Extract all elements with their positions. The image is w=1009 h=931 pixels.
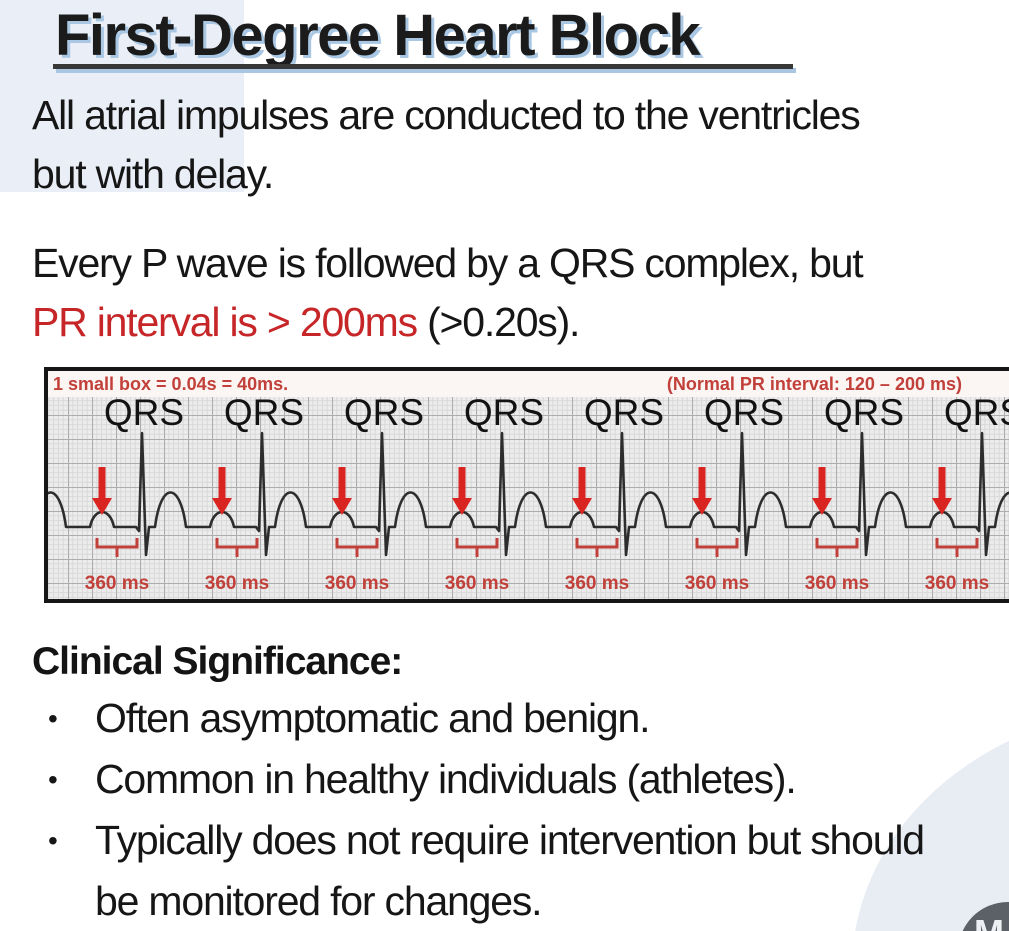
bullet-icon: • [48,703,58,734]
pr-interval-bracket [95,538,139,557]
background-accent-rect [0,0,244,192]
intro-line-1: All atrial impulses are conducted to the… [32,92,861,138]
pr-paragraph-tail: (>0.20s). [416,299,580,345]
qrs-label: QRS [704,392,784,433]
pr-interval-duration-label: 360 ms [805,573,869,594]
ecg-note-left: 1 small box = 0.04s = 40ms. [53,374,288,394]
ecg-grid [46,397,1009,599]
p-wave-arrow-icon [452,467,472,515]
p-wave-arrow-icon [92,467,112,515]
intro-line-2: but with delay. [32,151,274,197]
pr-interval-paragraph: Every P wave is followed by a QRS comple… [32,234,1009,352]
pr-interval-bracket [695,538,739,557]
clinical-list: • Often asymptomatic and benign. • Commo… [32,688,1009,931]
pr-paragraph-red-text: PR interval is > 200ms [32,299,418,345]
pr-interval-bracket [455,538,499,557]
list-item: • Typically does not require interventio… [32,810,1009,931]
badge-logo-glyph: M [974,912,1004,931]
clinical-significance-heading: Clinical Significance: [32,640,403,683]
bullet-text: Often asymptomatic and benign. [95,695,650,741]
pr-interval-bracket [935,538,979,557]
ecg-border [44,367,1009,603]
ecg-strip-image: 1 small box = 0.04s = 40ms. (Normal PR in… [44,367,1009,603]
p-wave-arrow-icon [332,467,352,515]
list-item: • Common in healthy individuals (athlete… [32,749,1009,810]
p-wave-arrow-icon [212,467,232,515]
intro-paragraph: All atrial impulses are conducted to the… [32,86,1009,204]
pr-interval-duration-label: 360 ms [925,573,989,594]
bullet-icon: • [48,764,58,795]
bullet-text: Typically does not require intervention … [95,817,925,924]
pr-interval-duration-label: 360 ms [325,573,389,594]
qrs-label: QRS [344,392,424,433]
p-wave-arrow-icon [572,467,592,515]
pr-interval-duration-label: 360 ms [85,573,149,594]
pr-interval-duration-label: 360 ms [445,573,509,594]
pr-interval-bracket [815,538,859,557]
bullet-icon: • [48,825,58,856]
qrs-label: QRS [104,392,184,433]
qrs-label: QRS [464,392,544,433]
pr-interval-duration-label: 360 ms [205,573,269,594]
qrs-label: QRS [224,392,304,433]
p-wave-arrow-icon [692,467,712,515]
p-wave-arrow-icon [932,467,952,515]
p-wave-arrow-icon [812,467,832,515]
pr-interval-duration-label: 360 ms [565,573,629,594]
ecg-svg: 1 small box = 0.04s = 40ms. (Normal PR in… [44,367,1009,603]
pr-interval-bracket [335,538,379,557]
pr-interval-bracket [575,538,619,557]
qrs-label: QRS [584,392,664,433]
qrs-label: QRS [944,392,1009,433]
title-underline [53,64,793,69]
pr-interval-duration-label: 360 ms [685,573,749,594]
bullet-text: Common in healthy individuals (athletes)… [95,756,797,802]
pr-interval-bracket [215,538,259,557]
ecg-note-right: (Normal PR interval: 120 – 200 ms) [667,374,962,394]
pr-paragraph-line-1: Every P wave is followed by a QRS comple… [32,240,864,286]
qrs-label: QRS [824,392,904,433]
ecg-trace [44,431,1009,557]
list-item: • Often asymptomatic and benign. [32,688,1009,749]
page-title: First-Degree Heart Block [55,3,701,68]
